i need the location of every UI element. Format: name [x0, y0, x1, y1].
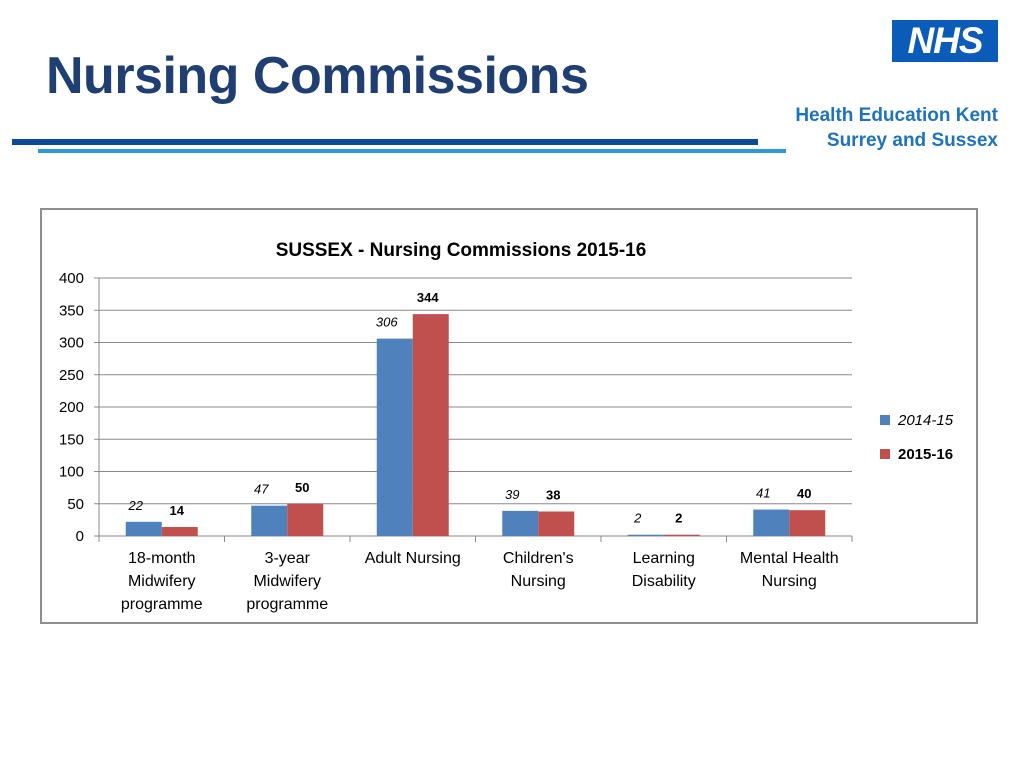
- x-tick-label: 3-year: [265, 550, 311, 567]
- title-underline-light: [38, 149, 786, 153]
- y-tick-label: 200: [59, 399, 84, 416]
- legend-label-2014-15: 2014-15: [897, 412, 954, 429]
- data-label-2015-16: 40: [797, 486, 811, 501]
- data-label-2014-15: 41: [756, 486, 770, 501]
- organisation-name-line2: Surrey and Sussex: [826, 130, 998, 151]
- bar-2015-16: [663, 534, 700, 536]
- bar-2014-15: [376, 338, 413, 536]
- data-label-2015-16: 344: [417, 290, 439, 305]
- chart-title: SUSSEX - Nursing Commissions 2015-16: [276, 240, 647, 261]
- bar-2015-16: [287, 503, 324, 536]
- organisation-name-line1: Health Education Kent: [795, 105, 998, 126]
- legend-label-2015-16: 2015-16: [898, 446, 953, 463]
- data-label-2015-16: 2: [675, 511, 682, 526]
- x-tick-label: Mental Health: [740, 550, 839, 567]
- x-tick-label: programme: [121, 596, 203, 613]
- title-underline-dark: [12, 139, 758, 145]
- x-tick-label: Disability: [632, 573, 696, 590]
- nhs-logo: NHS: [892, 20, 998, 62]
- bar-2015-16: [161, 526, 198, 536]
- y-tick-label: 0: [76, 528, 84, 545]
- bar-2014-15: [627, 534, 664, 536]
- organisation-name: Health Education Kent Surrey and Sussex: [795, 103, 998, 153]
- x-tick-label: Midwifery: [253, 573, 321, 590]
- legend-swatch-2014-15: [880, 415, 890, 425]
- bar-2014-15: [251, 505, 288, 536]
- x-tick-label: Children's: [503, 550, 574, 567]
- x-tick-label: Learning: [633, 550, 695, 567]
- y-tick-label: 150: [59, 431, 84, 448]
- x-tick-label: Nursing: [511, 573, 566, 590]
- bar-2015-16: [538, 511, 575, 536]
- x-tick-label: Midwifery: [128, 573, 196, 590]
- data-label-2015-16: 14: [170, 503, 185, 518]
- y-tick-label: 50: [67, 496, 84, 513]
- bar-2015-16: [789, 510, 826, 536]
- chart-container: SUSSEX - Nursing Commissions 2015-16 0 50 1…: [40, 208, 978, 624]
- x-tick-label: programme: [246, 596, 328, 613]
- data-label-2014-15: 2: [633, 511, 642, 526]
- y-tick-label: 250: [59, 367, 84, 384]
- data-label-2014-15: 306: [376, 315, 398, 330]
- bar-chart: SUSSEX - Nursing Commissions 2015-16 0 50 1…: [59, 240, 954, 613]
- x-tick-label: 18-month: [128, 550, 196, 567]
- data-label-2015-16: 50: [295, 480, 309, 495]
- x-tick-label: Nursing: [762, 573, 817, 590]
- y-tick-label: 350: [59, 302, 84, 319]
- data-label-2014-15: 47: [254, 482, 269, 497]
- x-tick-label: Adult Nursing: [365, 550, 461, 567]
- legend-swatch-2015-16: [880, 449, 890, 459]
- bar-2014-15: [753, 509, 790, 536]
- bar-2014-15: [502, 510, 539, 536]
- bar-2014-15: [125, 521, 162, 536]
- data-label-2014-15: 39: [505, 487, 519, 502]
- slide-title: Nursing Commissions: [46, 47, 589, 105]
- y-tick-label: 400: [59, 270, 84, 287]
- bar-2015-16: [412, 314, 449, 536]
- data-label-2015-16: 38: [546, 487, 560, 502]
- data-label-2014-15: 22: [128, 498, 144, 513]
- y-tick-label: 300: [59, 335, 84, 352]
- y-tick-label: 100: [59, 464, 84, 481]
